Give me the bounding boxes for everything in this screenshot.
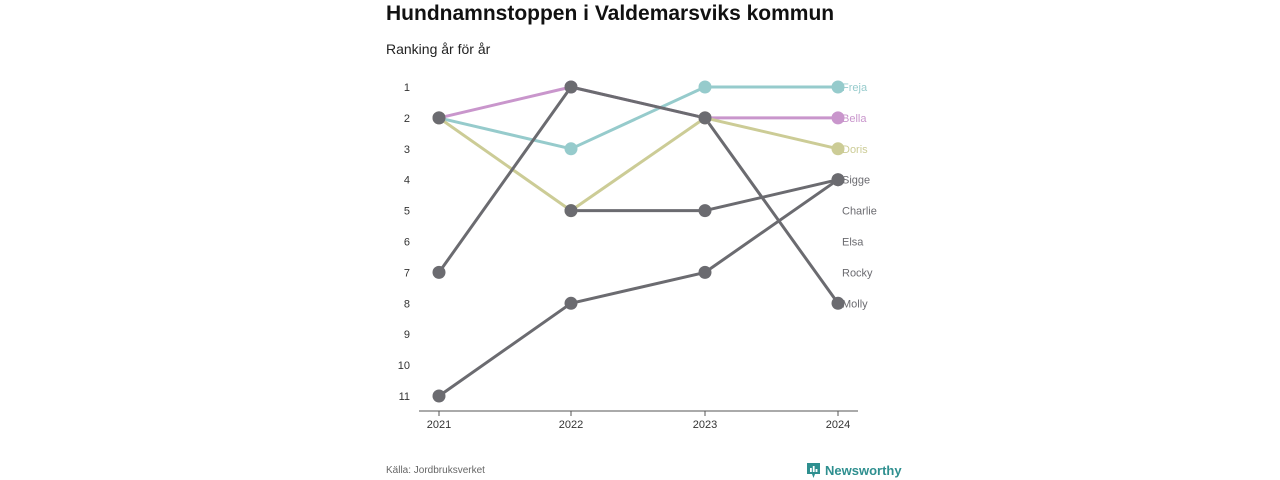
point-sigge-2022 xyxy=(564,296,578,310)
end-label-bella: Bella xyxy=(842,113,867,125)
x-tick-label-2022: 2022 xyxy=(559,419,583,431)
point-molly-2023 xyxy=(698,111,712,125)
newsworthy-icon xyxy=(807,463,820,478)
point-bella-2024 xyxy=(831,111,845,125)
line-doris xyxy=(437,116,840,213)
end-label-freja: Freja xyxy=(842,82,868,94)
bump-chart: 1 2 3 4 5 6 7 8 9 10 11 2021 2022 2023 2024 Freja Bell… xyxy=(398,80,877,431)
point-freja-2024 xyxy=(831,80,845,94)
point-molly-2021 xyxy=(432,265,446,279)
y-tick-label-8: 8 xyxy=(404,298,410,310)
brand-name: Newsworthy xyxy=(825,463,902,478)
point-molly-2022 xyxy=(564,80,578,94)
y-tick-label-6: 6 xyxy=(404,237,410,249)
y-tick-label-10: 10 xyxy=(398,360,410,372)
x-tick-label-2024: 2024 xyxy=(826,419,850,431)
series-lines xyxy=(437,85,840,398)
point-doris-2024 xyxy=(831,142,845,156)
point-charlie-2022 xyxy=(564,204,578,218)
point-sigge-2021 xyxy=(432,389,446,403)
y-tick-label-11: 11 xyxy=(399,391,410,403)
end-label-elsa: Elsa xyxy=(842,237,864,249)
point-charlie-2024 xyxy=(831,173,845,187)
y-axis-ticks: 1 2 3 4 5 6 7 8 9 10 11 xyxy=(398,82,410,403)
y-tick-label-4: 4 xyxy=(404,175,410,187)
end-label-doris: Doris xyxy=(842,144,868,156)
series-points xyxy=(432,80,845,403)
chart-subtitle: Ranking år för år xyxy=(386,41,491,57)
x-axis: 2021 2022 2023 2024 xyxy=(419,410,858,431)
end-labels: Freja Bella Doris Sigge Charlie Elsa Rocky Moll… xyxy=(842,82,877,310)
point-sigge-2023 xyxy=(698,265,712,279)
end-label-charlie: Charlie xyxy=(842,206,877,218)
end-label-rocky: Rocky xyxy=(842,267,873,279)
point-molly-2024 xyxy=(831,296,845,310)
end-label-molly: Molly xyxy=(842,298,868,310)
y-tick-label-2: 2 xyxy=(404,113,410,125)
y-tick-label-7: 7 xyxy=(404,267,410,279)
line-freja xyxy=(437,85,840,151)
chart-title: Hundnamnstoppen i Valdemarsviks kommun xyxy=(386,2,835,25)
y-tick-label-1: 1 xyxy=(404,82,410,94)
point-elsa-2021 xyxy=(432,111,446,125)
line-molly xyxy=(437,85,840,305)
x-tick-label-2023: 2023 xyxy=(693,419,717,431)
point-freja-2023 xyxy=(698,80,712,94)
brand-logo[interactable]: Newsworthy xyxy=(806,462,902,479)
y-tick-label-5: 5 xyxy=(404,206,410,218)
end-label-sigge: Sigge xyxy=(842,175,870,187)
line-sigge xyxy=(437,178,840,398)
point-freja-2022 xyxy=(564,142,578,156)
source-note: Källa: Jordbruksverket xyxy=(386,465,485,476)
y-tick-label-3: 3 xyxy=(404,144,410,156)
point-charlie-2023 xyxy=(698,204,712,218)
x-tick-label-2021: 2021 xyxy=(427,419,451,431)
y-tick-label-9: 9 xyxy=(404,329,410,341)
